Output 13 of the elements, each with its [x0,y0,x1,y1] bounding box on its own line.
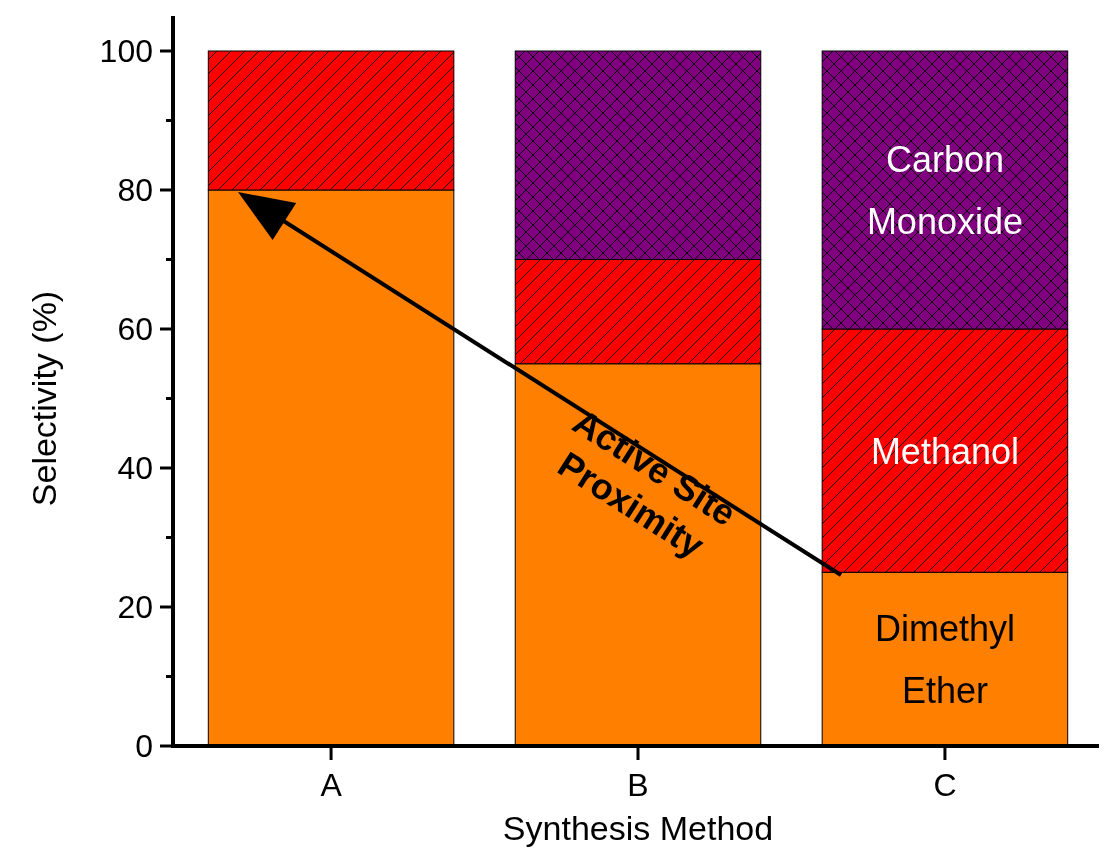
series-label: Dimethyl Ether [874,607,1015,711]
x-tick-label: C [933,767,957,803]
y-tick-label: 0 [135,728,153,764]
y-tick-label: 100 [99,33,153,69]
y-axis-title: Selectivity (%) [25,290,63,507]
y-tick-label: 20 [117,589,153,625]
x-tick-label: A [320,767,343,803]
y-tick-label: 80 [117,172,153,208]
y-tick-label: 40 [117,450,153,486]
x-tick-label: B [627,767,649,803]
series-label: Carbon Monoxide [866,138,1023,242]
y-tick-label: 60 [117,311,153,347]
x-axis-title: Synthesis Method [502,809,774,847]
